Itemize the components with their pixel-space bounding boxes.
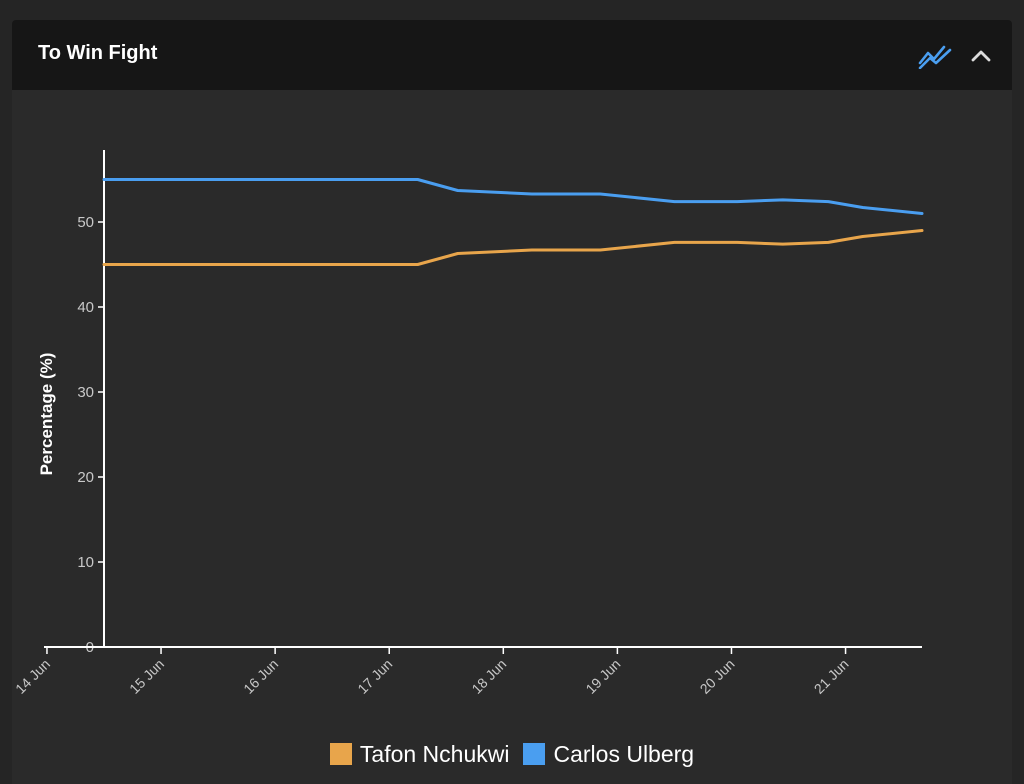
y-tick-label: 10 (77, 554, 94, 571)
chevron-up-icon[interactable] (968, 41, 1002, 69)
series-line-tafon[interactable] (102, 229, 924, 266)
legend-swatch-tafon (329, 743, 352, 765)
legend-item-carlos[interactable]: Carlos Ulberg (523, 741, 694, 768)
chart-panel: To Win Fight (12, 20, 1012, 784)
panel-title: To Win Fight (38, 42, 158, 64)
legend-swatch-carlos (523, 743, 546, 765)
y-tick-label: 20 (77, 469, 94, 486)
series-line-carlos[interactable] (102, 178, 924, 215)
y-tick-label: 50 (77, 214, 94, 231)
x-tick-label: 18 Jun (468, 656, 509, 697)
legend: Tafon Nchukwi Carlos Ulberg (0, 736, 1024, 772)
legend-label-carlos: Carlos Ulberg (553, 740, 695, 767)
y-tick-label: 30 (77, 384, 94, 401)
line-chart-icon[interactable] (918, 41, 952, 70)
legend-label-tafon: Tafon Nchukwi (359, 740, 510, 767)
x-axis: 14 Jun 15 Jun 16 Jun 17 Jun 18 Jun 19 Jun 20 J… (12, 646, 922, 697)
x-tick-label: 17 Jun (354, 656, 395, 697)
x-tick-label: 14 Jun (12, 656, 53, 697)
x-tick-label: 16 Jun (240, 656, 281, 697)
x-tick-label: 15 Jun (126, 656, 167, 697)
x-tick-label: 19 Jun (582, 656, 623, 697)
y-tick-label: 40 (77, 299, 94, 316)
y-axis-label: Percentage (%) (37, 353, 56, 476)
legend-item-tafon[interactable]: Tafon Nchukwi (329, 740, 510, 768)
x-tick-label: 21 Jun (811, 656, 852, 697)
series-layer (102, 178, 924, 266)
y-axis: 01020304050 (77, 150, 105, 656)
panel-header: To Win Fight (12, 20, 1012, 90)
x-tick-label: 20 Jun (697, 656, 738, 697)
